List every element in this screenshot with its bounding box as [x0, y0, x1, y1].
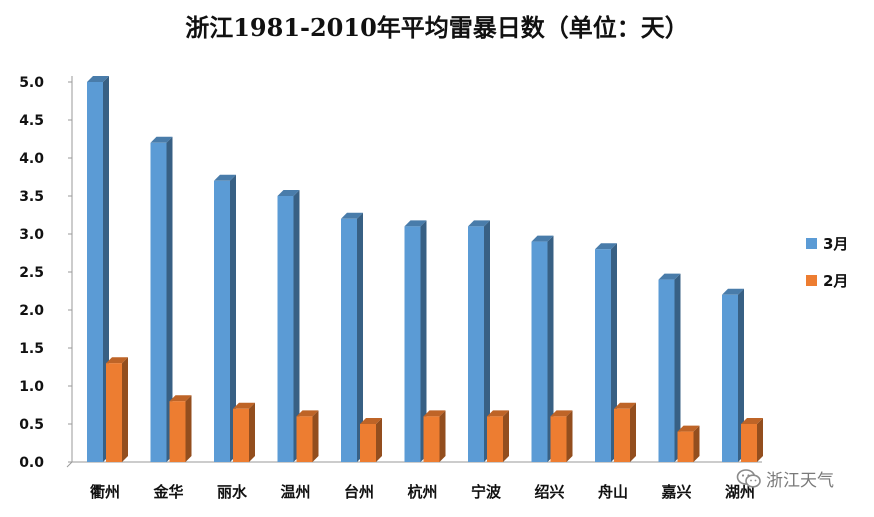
x-category-label: 衢州 [90, 483, 120, 501]
bar-march [595, 243, 617, 462]
bar-march [531, 235, 554, 462]
x-category-label: 台州 [344, 483, 374, 501]
bar-february [487, 410, 509, 462]
x-category-label: 温州 [280, 483, 310, 501]
bar-february [106, 357, 128, 462]
bar-february [360, 418, 382, 462]
legend-swatch [806, 275, 817, 286]
bar-february [423, 410, 446, 462]
bar-february [614, 402, 636, 462]
x-category-label: 宁波 [471, 483, 502, 501]
bar-february [169, 395, 192, 462]
bar-february [233, 402, 255, 462]
y-tick-label: 2.5 [19, 265, 44, 281]
bar-march [277, 190, 300, 462]
chart-title: 浙江1981-2010年平均雷暴日数（单位：天） [185, 13, 689, 42]
x-category-label: 舟山 [598, 483, 628, 501]
chart-bars [87, 76, 763, 463]
bar-march [404, 220, 427, 462]
bar-february [550, 410, 573, 462]
x-category-label: 湖州 [725, 483, 755, 501]
y-tick-label: 4.5 [19, 113, 44, 129]
y-tick-label: 0.0 [19, 455, 44, 471]
y-tick-label: 1.5 [19, 341, 44, 357]
bar-march [214, 174, 236, 463]
bar-march [341, 212, 363, 462]
bar-march [722, 288, 744, 462]
chart-legend: 3月 2月 [806, 235, 848, 290]
x-category-label: 嘉兴 [660, 483, 691, 501]
y-tick-label: 2.0 [19, 303, 44, 319]
axis-depth-line [66, 461, 73, 468]
y-tick-label: 3.0 [19, 227, 44, 243]
legend-label: 2月 [823, 272, 848, 290]
x-category-label: 杭州 [407, 483, 437, 501]
watermark-text: 浙江天气 [766, 471, 834, 491]
y-tick-label: 1.0 [19, 379, 44, 395]
watermark: 浙江天气 [736, 466, 834, 491]
bar-march [658, 273, 681, 462]
y-tick-label: 4.0 [19, 151, 44, 167]
x-category-label: 绍兴 [534, 483, 564, 501]
legend-swatch [806, 238, 817, 249]
bar-february [741, 418, 763, 462]
bar-february [677, 425, 700, 462]
y-tick-label: 0.5 [19, 417, 44, 433]
bar-march [87, 76, 109, 462]
chart-labels: 0.0 0.5 1.0 1.5 2.0 2.5 3.0 3.5 4.0 4.5 5.0 衢州 金华 丽水 温… [19, 75, 755, 501]
bar-march [468, 220, 490, 462]
y-tick-label: 3.5 [19, 189, 44, 205]
bar-march [150, 136, 173, 463]
y-tick-label: 5.0 [19, 75, 44, 91]
x-category-label: 丽水 [217, 483, 248, 501]
legend-label: 3月 [823, 235, 848, 253]
wechat-icon [736, 468, 762, 490]
x-category-label: 金华 [152, 483, 183, 501]
bar-february [296, 410, 319, 462]
